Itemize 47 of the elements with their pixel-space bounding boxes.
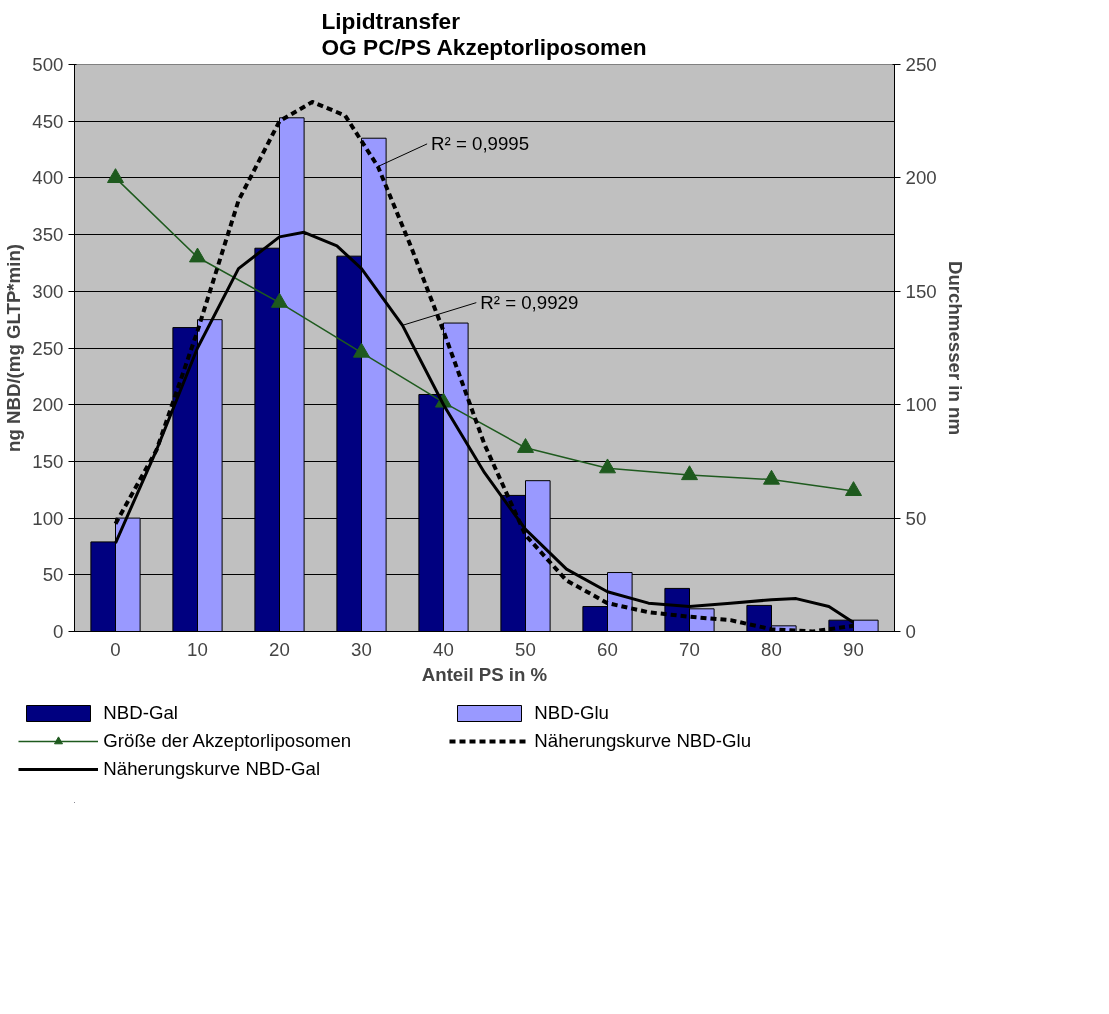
- legend-label: Größe der Akzeptorliposomen: [103, 730, 353, 752]
- y2-tick-label: 0: [905, 621, 916, 642]
- x-axis-title: Anteil PS in %: [421, 663, 548, 685]
- y2-axis-title: Durchmesser in nm: [944, 260, 966, 436]
- y-tick-label: 350: [32, 224, 64, 246]
- point: [599, 458, 616, 474]
- point: [271, 292, 288, 308]
- x-tick-label: 30: [351, 638, 372, 660]
- point: [681, 465, 698, 481]
- y-tick-label: 0: [53, 621, 64, 642]
- y2-tick-label: 100: [905, 394, 937, 416]
- y-tick-label: 200: [32, 394, 64, 416]
- x-tick-label: 90: [843, 638, 864, 660]
- x-tick-label: 20: [269, 638, 290, 660]
- y2-tick-label: 50: [905, 507, 927, 529]
- point: [763, 469, 780, 485]
- y-tick-label: 500: [32, 54, 64, 75]
- y-tick-label: 300: [32, 280, 64, 302]
- x-tick-label: 70: [679, 638, 700, 660]
- annotation: R² = 0,9995: [431, 133, 530, 155]
- y2-tick-label: 150: [905, 280, 937, 302]
- point: [189, 247, 206, 263]
- point: [353, 342, 370, 358]
- annotation: R² = 0,9929: [480, 292, 579, 314]
- x-tick-label: 40: [433, 638, 454, 660]
- x-tick-label: 10: [187, 638, 208, 660]
- point: [107, 168, 124, 184]
- y-tick-label: 50: [42, 564, 64, 586]
- legend-label: Näherungskurve NBD-Glu: [534, 730, 753, 752]
- x-tick-label: 50: [515, 638, 536, 660]
- x-tick-label: 60: [597, 638, 618, 660]
- legend-label: NBD-Gal: [103, 702, 179, 724]
- y-tick-label: 100: [32, 507, 64, 529]
- y2-tick-label: 250: [905, 54, 937, 75]
- chart-title: Lipidtransfer OG PC/PS Akzeptorliposomen: [321, 7, 647, 60]
- legend-label: NBD-Glu: [534, 702, 610, 724]
- y-tick-label: 400: [32, 167, 64, 189]
- y-tick-label: 150: [32, 450, 64, 472]
- x-tick-label: 80: [761, 638, 782, 660]
- legend-label: Näherungskurve NBD-Gal: [103, 758, 322, 780]
- y-axis-title: ng NBD/(mg GLTP*min): [3, 244, 25, 452]
- x-tick-label: 0: [110, 638, 121, 660]
- point: [517, 438, 534, 453]
- y2-tick-label: 200: [905, 167, 937, 189]
- y-tick-label: 450: [32, 110, 64, 132]
- y-tick-label: 250: [32, 337, 64, 359]
- point: [845, 481, 862, 496]
